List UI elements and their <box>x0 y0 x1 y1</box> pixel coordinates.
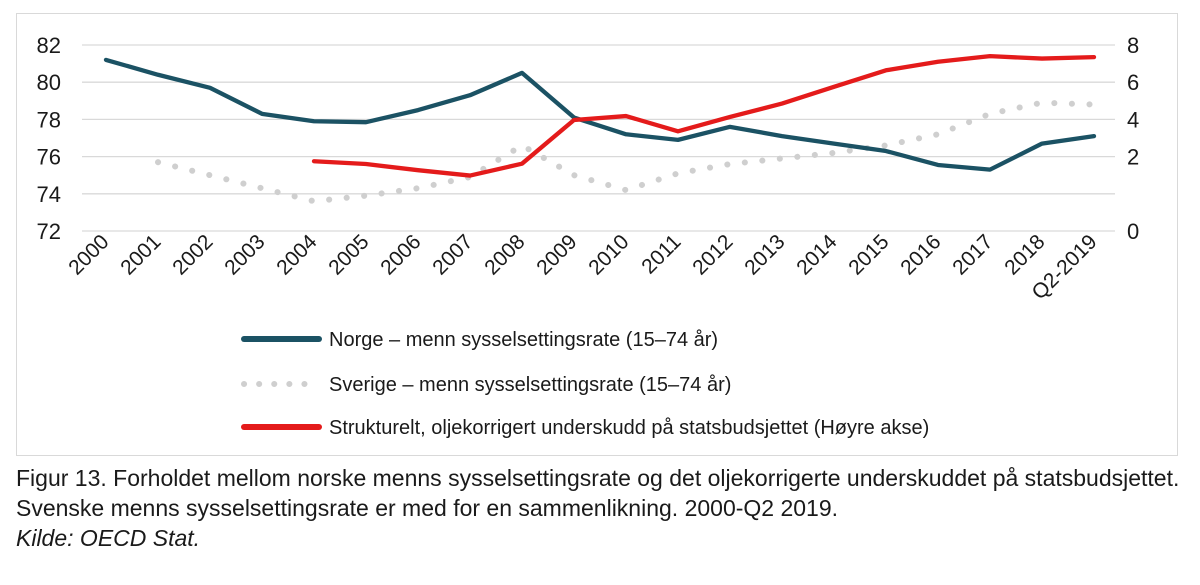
svg-text:Norge – menn sysselsettingsrat: Norge – menn sysselsettingsrate (15–74 å… <box>329 329 718 351</box>
svg-text:8: 8 <box>1127 33 1139 58</box>
svg-text:2005: 2005 <box>324 230 373 279</box>
svg-text:2004: 2004 <box>272 230 322 280</box>
svg-text:2017: 2017 <box>948 230 997 279</box>
svg-text:82: 82 <box>37 33 61 58</box>
svg-text:2010: 2010 <box>584 230 633 279</box>
svg-text:74: 74 <box>37 182 61 207</box>
svg-text:2014: 2014 <box>792 230 842 280</box>
svg-text:6: 6 <box>1127 70 1139 95</box>
svg-text:2011: 2011 <box>637 230 685 278</box>
svg-text:80: 80 <box>37 70 61 95</box>
svg-text:78: 78 <box>37 107 61 132</box>
svg-text:76: 76 <box>37 145 61 170</box>
svg-text:2006: 2006 <box>376 230 425 279</box>
svg-text:2002: 2002 <box>168 230 217 279</box>
svg-text:2016: 2016 <box>896 230 945 279</box>
svg-text:0: 0 <box>1127 219 1139 244</box>
svg-text:72: 72 <box>37 219 61 244</box>
svg-text:Sverige – menn sysselsettingsr: Sverige – menn sysselsettingsrate (15–74… <box>329 374 731 396</box>
svg-text:2: 2 <box>1127 145 1139 170</box>
svg-text:2003: 2003 <box>220 230 269 279</box>
svg-text:Strukturelt, oljekorrigert und: Strukturelt, oljekorrigert underskudd på… <box>329 417 929 439</box>
svg-text:2009: 2009 <box>532 230 581 279</box>
svg-text:2000: 2000 <box>64 230 113 279</box>
svg-text:2008: 2008 <box>480 230 529 279</box>
svg-text:2015: 2015 <box>844 230 893 279</box>
svg-text:2007: 2007 <box>428 230 477 279</box>
svg-text:2013: 2013 <box>740 230 789 279</box>
svg-text:4: 4 <box>1127 107 1139 132</box>
svg-text:2001: 2001 <box>116 230 165 279</box>
svg-text:2012: 2012 <box>688 230 737 279</box>
